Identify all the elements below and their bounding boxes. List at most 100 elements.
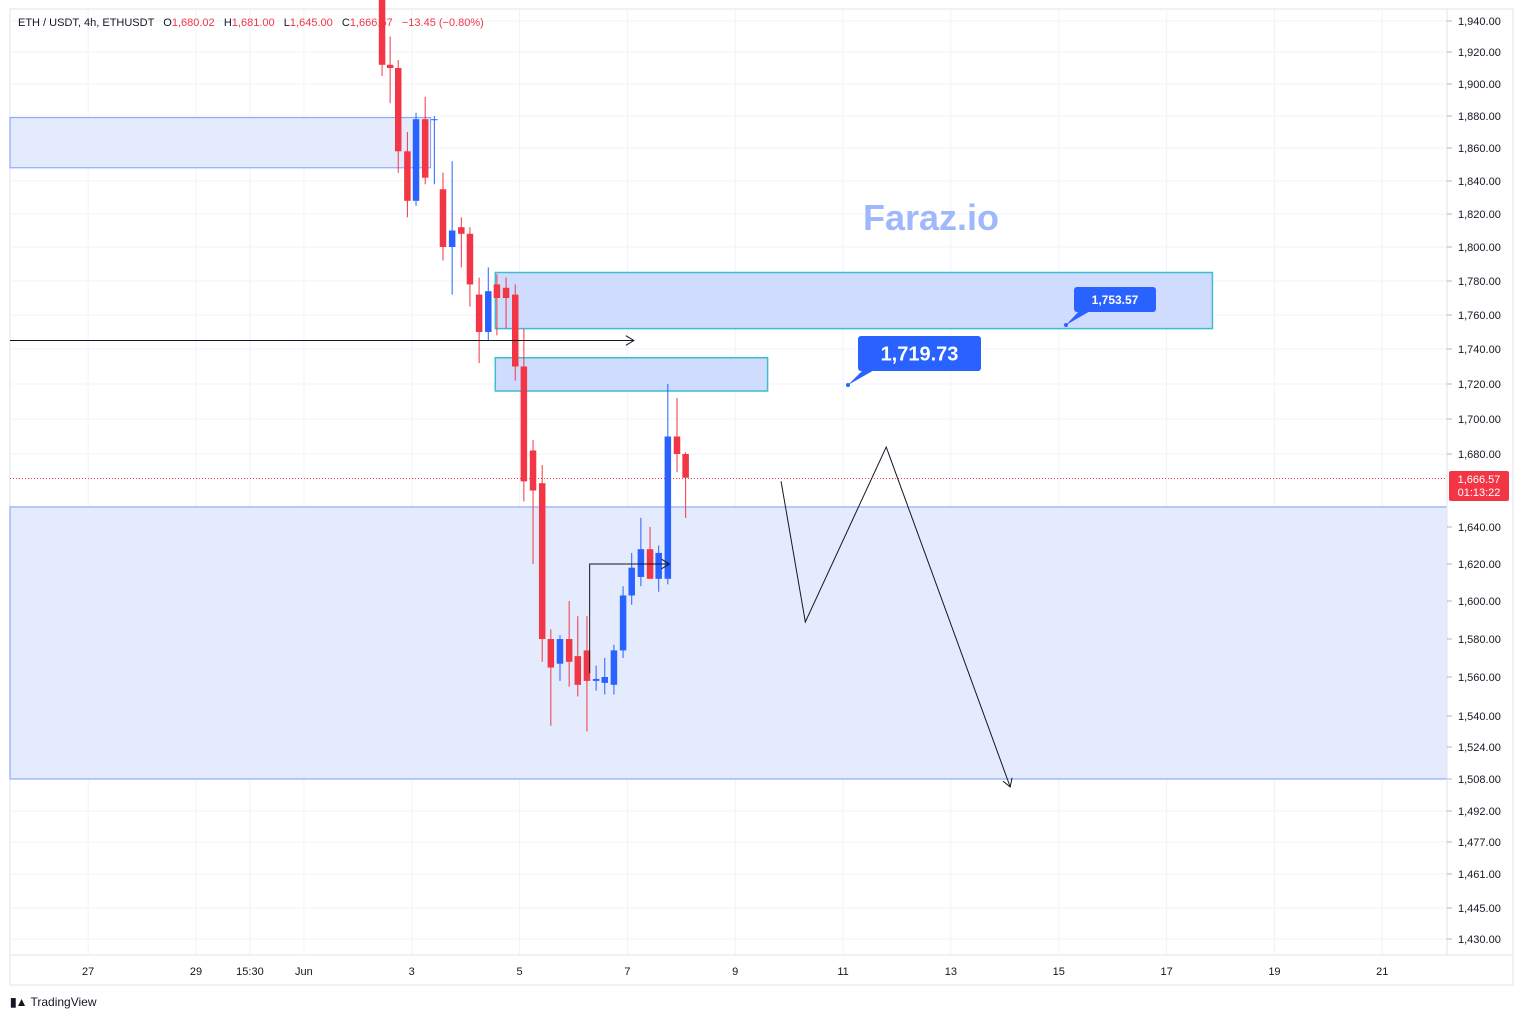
candle-body-down [404,151,411,201]
candle-body-down [493,284,501,298]
y-axis[interactable]: 1,940.00 1,920.00 1,900.00 1,880.00 1,860.00… [1447,16,1501,946]
y-tick-label: 1,580.00 [1458,634,1501,646]
y-tick-label: 1,800.00 [1458,242,1501,254]
candle-body-down [475,294,483,332]
x-tick-label: 15:30 [236,966,264,978]
candle-body-up [628,567,635,596]
candle-body-up [412,119,420,201]
callout-box [858,336,981,371]
close-label: C [341,17,350,29]
y-tick-label: 1,524.00 [1458,742,1501,754]
y-tick-label: 1,680.00 [1458,449,1501,461]
callout-label: 1,719.73 [881,344,959,366]
elbow-arrow-line [589,563,670,674]
candles[interactable] [378,0,689,732]
candle-body-down [538,483,546,639]
callout-box [1074,287,1156,312]
callout-label: 1,753.57 [1092,293,1139,307]
chart-frame [9,8,1514,986]
candle-body-down [565,639,573,662]
y-tick-label: 1,600.00 [1458,596,1501,608]
x-tick-label: 17 [1160,966,1172,978]
projection-path-line [780,445,1011,788]
candle-body-down [511,294,519,367]
low-value: 1,645.00 [289,17,333,29]
candle-body-down [458,227,465,234]
x-tick-label: Jun [295,966,313,978]
x-axis[interactable]: 27 29 15:30 Jun 3 5 7 9 11 13 15 17 19 21 [82,966,1388,978]
y-tick-label: 1,560.00 [1458,672,1501,684]
change-value: −13.45 (−0.80%) [401,17,484,29]
y-tick-label: 1,820.00 [1458,209,1501,221]
symbol-label[interactable]: ETH / USDT, 4h, ETHUSDT [18,17,155,29]
close-value: 1,666.57 [349,17,393,29]
candle-body-down [466,233,474,285]
y-tick-label: 1,640.00 [1458,522,1501,534]
x-tick-label: 9 [732,966,738,978]
candle-body-up [431,119,438,121]
candle-body-up [655,552,662,579]
ohlc-legend: ETH / USDT, 4h, ETHUSDT O1,680.02 H1,681… [18,17,484,29]
candle-body-up [485,291,492,332]
high-label: H [223,17,232,29]
candle-body-up [637,549,645,577]
open-value: 1,680.02 [171,17,215,29]
y-tick-label: 1,477.00 [1458,837,1501,849]
arrow-head-icon [1002,777,1013,788]
y-tick-label: 1,492.00 [1458,806,1501,818]
y-tick-label: 1,780.00 [1458,276,1501,288]
candle-body-down [520,366,528,482]
candle-body-up [556,639,564,664]
zone-box[interactable] [9,117,432,169]
x-tick-label: 21 [1376,966,1388,978]
x-tick-label: 13 [945,966,957,978]
candle-body-down [682,454,689,478]
low-label: L [283,17,290,29]
candle-body-down [386,64,394,68]
candle-body-up [610,650,618,685]
annotations[interactable] [10,335,1013,788]
candle-body-up [664,436,672,579]
y-tick-label: 1,445.00 [1458,903,1501,915]
y-tick-label: 1,940.00 [1458,16,1501,28]
candle-body-down [673,436,681,454]
callout-anchor-dot [1064,323,1068,327]
tradingview-brand[interactable]: ▮▲ TradingView [10,995,97,1009]
watermark-layer: Faraz.io [863,197,999,238]
y-tick-label: 1,840.00 [1458,176,1501,188]
x-tick-label: 27 [82,966,94,978]
zones [9,117,1448,780]
y-tick-label: 1,920.00 [1458,47,1501,59]
price-tag: 1,666.57 01:13:22 [1449,471,1509,501]
y-tick-label: 1,760.00 [1458,310,1501,322]
price-tag-countdown: 01:13:22 [1458,487,1501,499]
y-tick-label: 1,461.00 [1458,869,1501,881]
y-tick-label: 1,508.00 [1458,774,1501,786]
x-tick-label: 11 [837,966,848,978]
candle-body-down [502,287,510,298]
callout-anchor-dot [846,383,850,387]
candle-body-down [583,650,591,681]
zone-box[interactable] [494,357,769,392]
high-value: 1,681.00 [231,17,275,29]
callouts[interactable]: 1,753.57 1,719.73 [846,287,1156,387]
y-tick-label: 1,740.00 [1458,344,1501,356]
candle-body-down [529,450,537,491]
arrow-head-icon [661,558,671,570]
candle-body-down [439,189,447,247]
watermark: Faraz.io [863,197,999,238]
y-tick-label: 1,540.00 [1458,711,1501,723]
candle-body-up [601,677,609,683]
y-tick-label: 1,430.00 [1458,934,1501,946]
x-tick-label: 7 [624,966,630,978]
zone-box[interactable] [9,506,1448,780]
y-tick-label: 1,720.00 [1458,379,1501,391]
candle-body-down [421,119,429,178]
candle-body-up [619,595,627,651]
candle-body-up [448,230,456,247]
y-tick-label: 1,700.00 [1458,414,1501,426]
price-tag-bg [1449,471,1509,501]
x-tick-label: 15 [1053,966,1065,978]
x-tick-label: 5 [516,966,522,978]
